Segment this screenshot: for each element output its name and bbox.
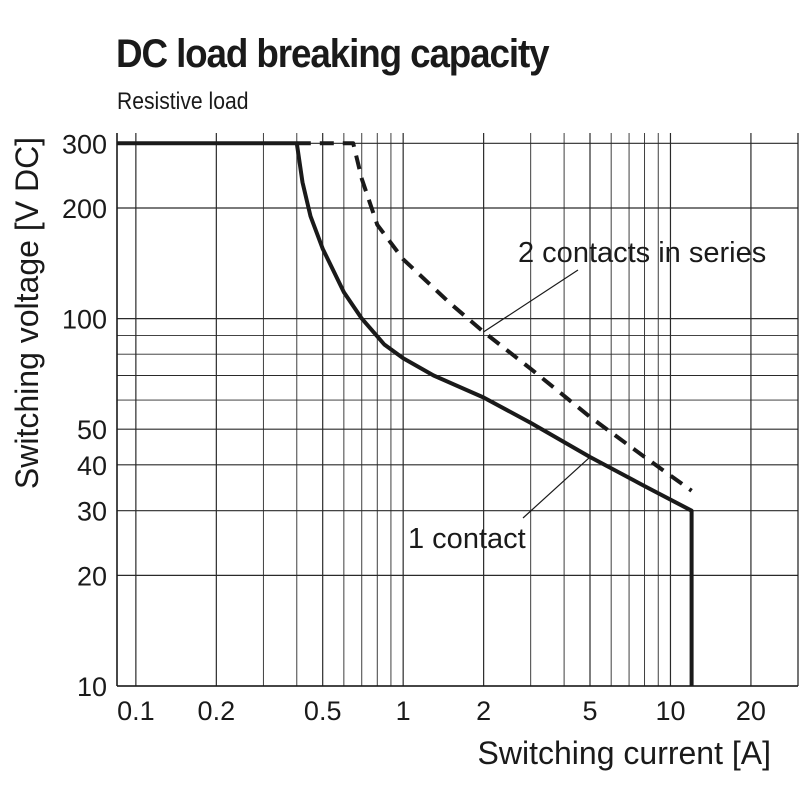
leader-1-contact: [522, 456, 591, 519]
annotation-2-contacts: 2 contacts in series: [518, 237, 766, 269]
minor-gridlines: [117, 133, 798, 686]
x-tick-label: 20: [736, 696, 766, 726]
tick-labels: 0.1 0.2 0.5 1 2 5 10 20 10 20 30 40 50 100 200 300: [62, 129, 766, 726]
x-tick-label: 0.1: [117, 696, 155, 726]
x-axis-label: Switching current [A]: [478, 735, 771, 771]
y-tick-label: 100: [62, 305, 107, 335]
data-curves: [117, 141, 694, 686]
y-tick-label: 200: [62, 194, 107, 224]
y-tick-label: 10: [77, 672, 107, 702]
chart-title: DC load breaking capacity: [116, 32, 550, 76]
x-tick-label: 0.5: [304, 696, 342, 726]
chart-subtitle: Resistive load: [117, 88, 249, 115]
x-tick-label: 1: [396, 696, 411, 726]
annotation-leaders: [483, 269, 591, 519]
major-gridlines: [117, 133, 798, 687]
series-2-contacts-line: [296, 141, 693, 493]
x-tick-label: 2: [476, 696, 491, 726]
x-tick-label: 0.2: [198, 696, 236, 726]
annotation-1-contact: 1 contact: [408, 523, 526, 555]
y-tick-label: 30: [77, 497, 107, 527]
y-tick-label: 50: [77, 415, 107, 445]
x-tick-label: 10: [655, 696, 685, 726]
plot-frame: [116, 133, 799, 687]
y-tick-label: 300: [62, 129, 107, 159]
series-1-contact-line: [117, 141, 694, 686]
leader-2-contacts: [483, 269, 579, 333]
y-axis-label: Switching voltage [V DC]: [9, 137, 45, 489]
x-tick-label: 5: [582, 696, 597, 726]
y-tick-label: 20: [77, 561, 107, 591]
y-tick-label: 40: [77, 451, 107, 481]
